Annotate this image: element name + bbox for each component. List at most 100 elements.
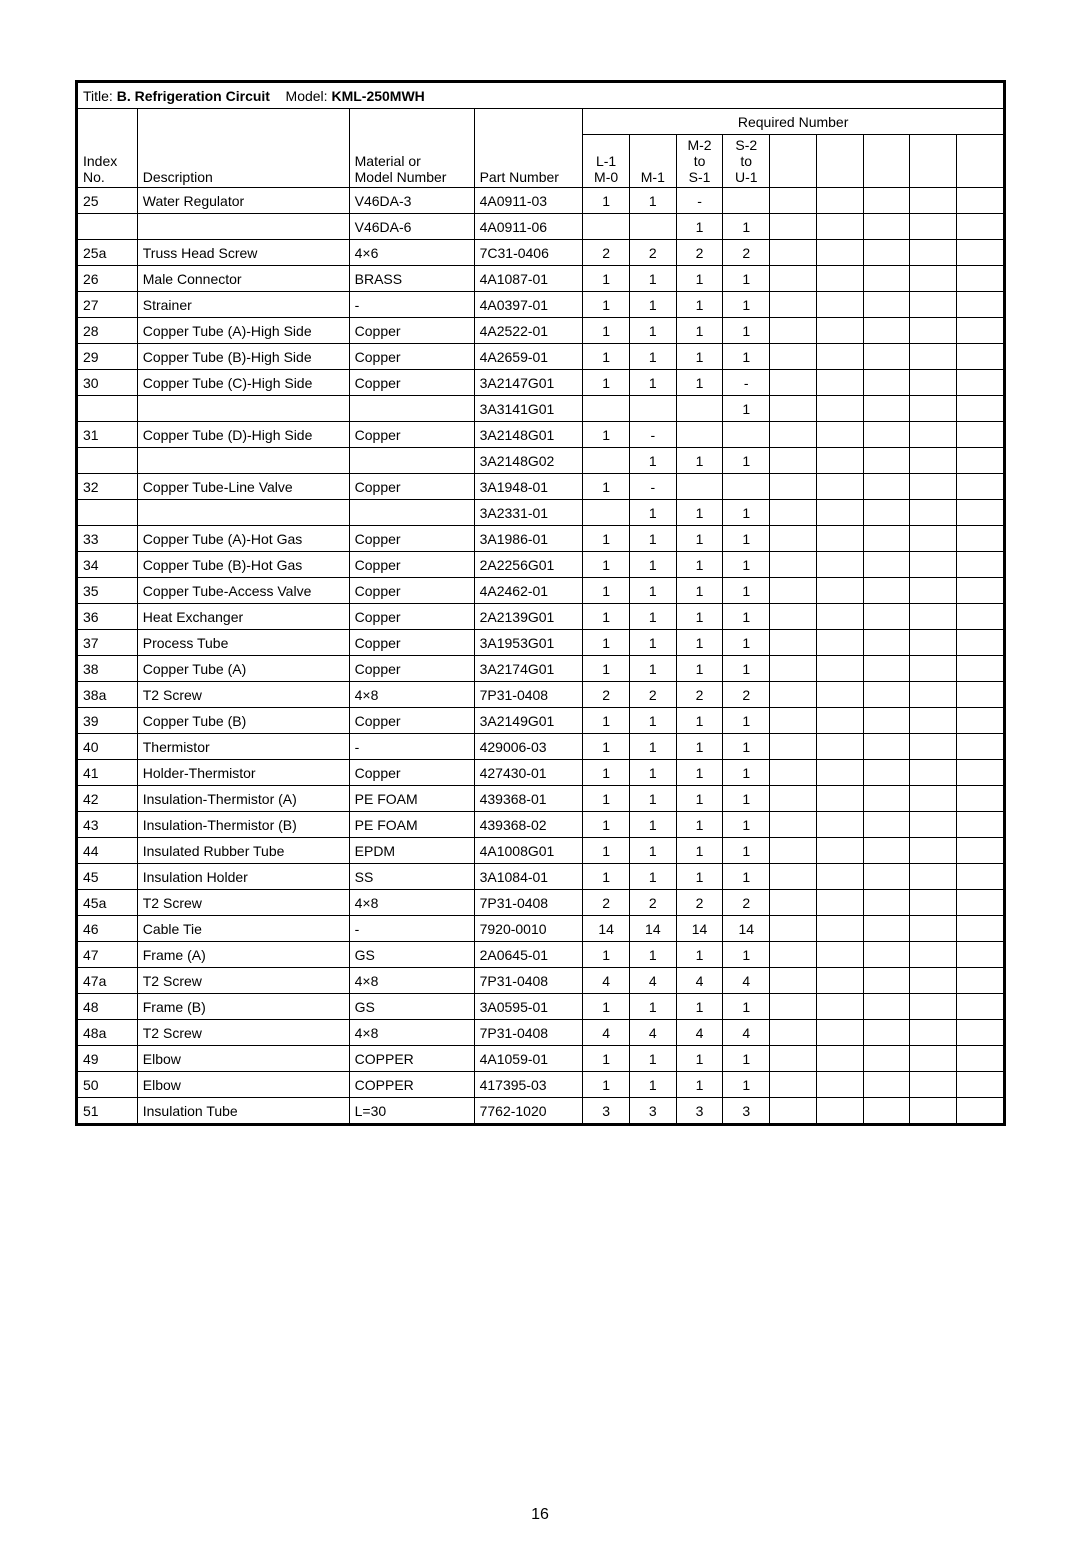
- table-cell: 47a: [78, 968, 138, 994]
- table-cell: [863, 968, 910, 994]
- table-cell: 1: [676, 708, 723, 734]
- table-cell: [583, 500, 630, 526]
- header-q2: M-2 to S-1: [676, 135, 723, 188]
- table-cell: Truss Head Screw: [137, 240, 349, 266]
- table-cell: [863, 422, 910, 448]
- table-cell: [863, 1098, 910, 1124]
- table-cell: Copper: [349, 318, 474, 344]
- table-cell: 1: [676, 604, 723, 630]
- table-cell: 34: [78, 552, 138, 578]
- table-cell: [770, 318, 817, 344]
- table-row: 50ElbowCOPPER417395-031111: [78, 1072, 1004, 1098]
- table-cell: 1: [629, 994, 676, 1020]
- header-material-or: Material or: [355, 153, 421, 169]
- table-cell: [583, 396, 630, 422]
- table-cell: -: [349, 292, 474, 318]
- table-cell: [770, 968, 817, 994]
- table-cell: 3A3141G01: [474, 396, 583, 422]
- table-cell: [770, 786, 817, 812]
- table-row: 29Copper Tube (B)-High SideCopper4A2659-…: [78, 344, 1004, 370]
- table-cell: Water Regulator: [137, 188, 349, 214]
- table-cell: [957, 682, 1004, 708]
- table-cell: 1: [629, 188, 676, 214]
- table-cell: [863, 240, 910, 266]
- table-cell: [957, 370, 1004, 396]
- table-cell: 1: [583, 422, 630, 448]
- table-cell: 4×6: [349, 240, 474, 266]
- table-cell: [863, 708, 910, 734]
- table-cell: Copper Tube (C)-High Side: [137, 370, 349, 396]
- table-cell: 1: [629, 318, 676, 344]
- table-cell: 2A0645-01: [474, 942, 583, 968]
- table-cell: COPPER: [349, 1046, 474, 1072]
- table-cell: [816, 578, 863, 604]
- table-row: 38aT2 Screw4×87P31-04082222: [78, 682, 1004, 708]
- table-cell: [957, 344, 1004, 370]
- table-cell: [910, 396, 957, 422]
- header-q1-b: M-1: [641, 169, 665, 185]
- table-row: 38Copper Tube (A)Copper3A2174G011111: [78, 656, 1004, 682]
- table-cell: 1: [629, 266, 676, 292]
- table-cell: Cable Tie: [137, 916, 349, 942]
- table-cell: [957, 526, 1004, 552]
- table-cell: [816, 448, 863, 474]
- table-cell: [910, 578, 957, 604]
- table-cell: [816, 604, 863, 630]
- header-q3: S-2 to U-1: [723, 135, 770, 188]
- table-cell: 25: [78, 188, 138, 214]
- title-label: Title:: [83, 88, 117, 104]
- table-cell: [957, 474, 1004, 500]
- table-cell: 1: [676, 266, 723, 292]
- table-cell: 1: [629, 1072, 676, 1098]
- table-cell: 1: [676, 864, 723, 890]
- table-cell: Copper: [349, 422, 474, 448]
- table-cell: PE FOAM: [349, 786, 474, 812]
- table-cell: 4A1008G01: [474, 838, 583, 864]
- table-cell: Copper: [349, 708, 474, 734]
- table-cell: [910, 344, 957, 370]
- table-cell: [957, 994, 1004, 1020]
- table-row: V46DA-64A0911-0611: [78, 214, 1004, 240]
- table-cell: [863, 916, 910, 942]
- table-cell: [957, 240, 1004, 266]
- table-cell: 1: [723, 578, 770, 604]
- table-cell: [910, 942, 957, 968]
- table-cell: [863, 188, 910, 214]
- table-cell: [910, 604, 957, 630]
- table-cell: [816, 708, 863, 734]
- table-cell: [349, 396, 474, 422]
- table-cell: 1: [676, 578, 723, 604]
- table-cell: 42: [78, 786, 138, 812]
- table-cell: -: [723, 370, 770, 396]
- table-cell: [816, 240, 863, 266]
- table-cell: 1: [723, 344, 770, 370]
- table-cell: [957, 1098, 1004, 1124]
- table-cell: 4A1059-01: [474, 1046, 583, 1072]
- table-cell: 14: [676, 916, 723, 942]
- table-cell: 4A2522-01: [474, 318, 583, 344]
- table-cell: 26: [78, 266, 138, 292]
- table-cell: 1: [629, 344, 676, 370]
- table-cell: 1: [723, 760, 770, 786]
- table-cell: 1: [723, 500, 770, 526]
- table-cell: [816, 526, 863, 552]
- table-cell: 1: [629, 864, 676, 890]
- table-cell: Frame (A): [137, 942, 349, 968]
- table-cell: [723, 474, 770, 500]
- table-cell: 1: [723, 942, 770, 968]
- table-cell: 1: [676, 812, 723, 838]
- table-cell: [957, 630, 1004, 656]
- header-blank-1: [770, 135, 817, 188]
- table-cell: 4A0397-01: [474, 292, 583, 318]
- table-cell: 14: [583, 916, 630, 942]
- table-cell: 7P31-0408: [474, 890, 583, 916]
- table-cell: 1: [583, 370, 630, 396]
- table-row: 26Male ConnectorBRASS4A1087-011111: [78, 266, 1004, 292]
- table-cell: 4×8: [349, 682, 474, 708]
- table-cell: [910, 552, 957, 578]
- table-row: 39Copper Tube (B)Copper3A2149G011111: [78, 708, 1004, 734]
- table-cell: [957, 396, 1004, 422]
- table-cell: [629, 396, 676, 422]
- table-cell: 1: [723, 604, 770, 630]
- table-cell: 1: [723, 630, 770, 656]
